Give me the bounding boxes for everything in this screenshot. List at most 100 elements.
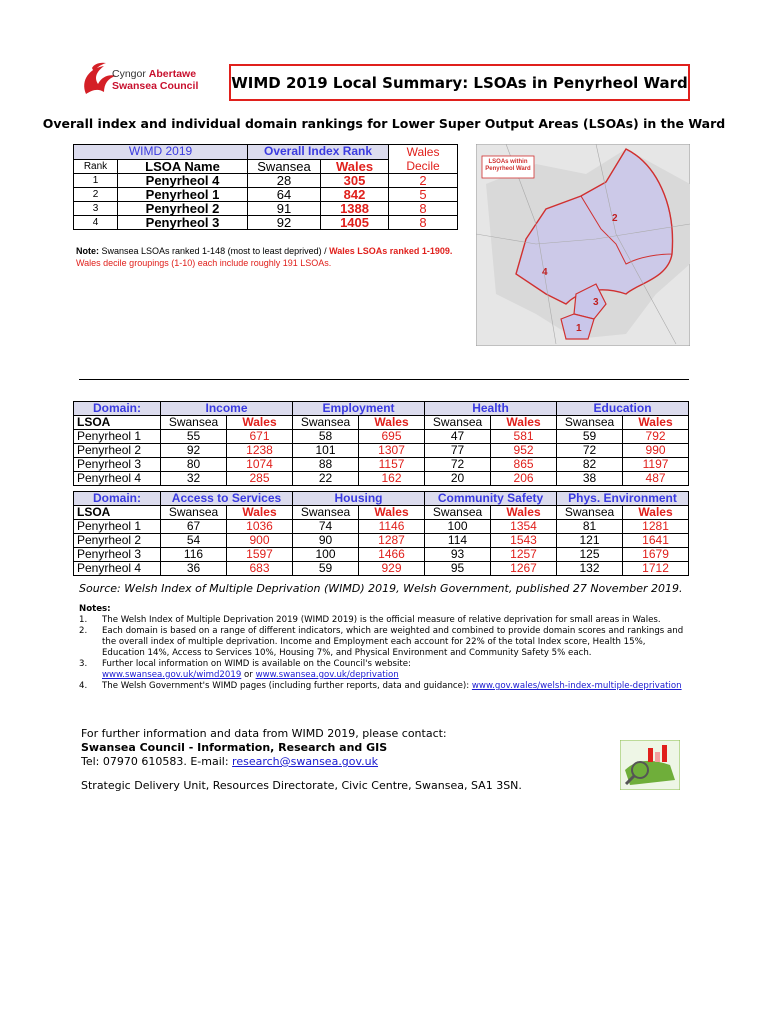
column-header: LSOA [73,415,161,430]
table-cell: 72 [424,457,492,472]
column-header: Wales [358,505,425,520]
table-cell: 114 [424,533,491,548]
table-cell: 64 [247,187,322,202]
table-cell: 792 [622,429,690,444]
table-cell: 1466 [358,547,425,562]
table-row: 3 Penyrheol 2 91 1388 8 [73,201,459,216]
contact-email[interactable]: research@swansea.gov.uk [232,755,379,768]
column-header: Swansea [160,505,227,520]
table-cell: Penyrheol 3 [73,547,161,562]
column-header: Wales [320,158,390,174]
table-cell: 695 [358,429,426,444]
map-area-label: 3 [593,297,599,308]
domain-table: Domain: Income Employment Health Education LS… [73,401,690,486]
table-cell: 2 [388,173,459,188]
wimd-icon [620,740,680,790]
table-cell: 5 [388,187,459,202]
table-row: Penyrheol 3 116 1597 100 1466 93 1257 125 1679 [73,547,690,562]
table-cell: 55 [160,429,227,444]
table-cell: 990 [622,443,690,458]
table-cell: 1354 [489,519,558,534]
contact-address: Strategic Delivery Unit, Resources Direc… [81,779,522,792]
table-cell: 80 [160,457,227,472]
map-area-label: 1 [576,323,582,334]
table-cell: Penyrheol 1 [73,429,161,444]
logo-text: Cyngor Abertawe Swansea Council [112,68,198,92]
table-cell: 54 [160,533,227,548]
table-cell: 116 [160,547,227,562]
note-text: Swansea LSOAs ranked 1-148 (most to leas… [99,246,330,256]
table-cell: 487 [622,471,690,486]
note-link[interactable]: www.gov.wales/welsh-index-multiple-depri… [471,681,682,691]
table-cell: 100 [292,547,359,562]
note-text: Each domain is based on a range of diffe… [102,626,684,658]
group-header: Wales Decile [388,144,459,174]
logo-mark [84,62,116,94]
map-area-label: 2 [612,213,618,224]
table-cell: 81 [556,519,624,534]
domain-name: Access to Services [160,491,293,506]
column-header: Wales [622,505,690,520]
column-header: Wales [489,505,558,520]
table-cell: 95 [424,561,491,576]
column-header: Swansea [556,415,624,430]
logo-welsh-prefix: Cyngor [112,68,146,80]
domain-table: Domain: Access to Services Housing Communit… [73,491,690,576]
table-cell: 1238 [225,443,294,458]
note-number: 4. [79,681,88,691]
column-header: Swansea [556,505,624,520]
column-header: Swansea [247,158,322,174]
contact-team: Swansea Council - Information, Research … [81,741,388,754]
table-cell: 91 [247,201,322,216]
table-cell: 1197 [622,457,690,472]
table-cell: 1146 [358,519,425,534]
table-cell: 900 [226,533,293,548]
table-cell: 1074 [225,457,294,472]
table-cell: 929 [358,561,425,576]
table-row: 1 Penyrheol 4 28 305 2 [73,173,459,188]
table-cell: 952 [490,443,558,458]
column-header: Rank [73,158,118,174]
table-cell: 8 [388,201,459,216]
header-row: LSOA Swansea Wales Swansea Wales Swansea Wales… [73,415,690,430]
note-link[interactable]: www.swansea.gov.uk/wimd2019 [102,670,242,680]
table-cell: Penyrheol 4 [116,173,249,188]
table-cell: 90 [292,533,359,548]
table-cell: 74 [292,519,359,534]
table-cell: Penyrheol 4 [73,561,161,576]
table-cell: 1307 [358,443,426,458]
table-cell: 67 [160,519,227,534]
table-cell: 82 [556,457,624,472]
note-wales-range: Wales LSOAs ranked 1-1909. [329,246,453,256]
column-header: Swansea [292,505,359,520]
table-cell: 162 [358,471,426,486]
note-item: 4. The Welsh Government's WIMD pages (inc… [79,681,689,692]
column-header: Swansea [292,415,360,430]
table-cell: 671 [225,429,294,444]
overall-table: WIMD 2019 Overall Index Rank Wales Decile R… [72,144,459,230]
table-row: Penyrheol 3 80 1074 88 1157 72 865 82 1197 [73,457,690,472]
header-row: WIMD 2019 Overall Index Rank Wales Decile [72,144,459,174]
map-legend: LSOAs within Penyrheol Ward [485,159,531,172]
source: Source: Welsh Index of Multiple Deprivat… [79,582,683,595]
table-cell: Penyrheol 3 [116,215,249,230]
header-row: Domain: Access to Services Housing Communit… [73,491,690,506]
domain-name: Employment [292,401,426,416]
table-cell: 93 [424,547,491,562]
table-cell: 285 [225,471,294,486]
note-item: 1. The Welsh Index of Multiple Deprivatio… [79,615,689,626]
table-cell: 1 [73,173,118,188]
table-cell: 101 [292,443,360,458]
table-cell: 121 [556,533,624,548]
table-row: Penyrheol 2 92 1238 101 1307 77 952 72 990 [73,443,690,458]
table-cell: 1712 [622,561,690,576]
subtitle: Overall index and individual domain rank… [42,116,726,131]
map-area-label: 4 [542,267,548,278]
table-cell: 1641 [622,533,690,548]
group-header: WIMD 2019 [72,144,249,160]
note-link[interactable]: www.swansea.gov.uk/deprivation [255,670,399,680]
table-row: 4 Penyrheol 3 92 1405 8 [73,215,459,230]
table-cell: 22 [292,471,360,486]
table-cell: 865 [490,457,558,472]
table-row: Penyrheol 1 67 1036 74 1146 100 1354 81 1281 [73,519,690,534]
